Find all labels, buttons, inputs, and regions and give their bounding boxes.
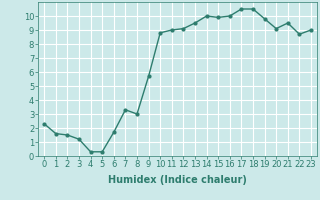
X-axis label: Humidex (Indice chaleur): Humidex (Indice chaleur) bbox=[108, 175, 247, 185]
